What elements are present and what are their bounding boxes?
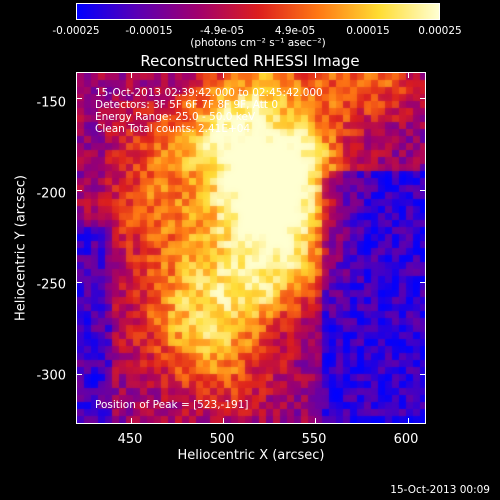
method-annotation: Clean Total counts: 2.41E+04 bbox=[95, 123, 251, 135]
detectors-annotation: Detectors: 3F 5F 6F 7F 8F 9F, Att 0 bbox=[95, 99, 279, 111]
x-tick-mark bbox=[131, 418, 133, 424]
plot-area: 15-Oct-2013 02:39:42.000 to 02:45:42.000… bbox=[76, 72, 426, 424]
colorbar-tick-label: -4.9e-05 bbox=[199, 25, 245, 37]
y-tick-mark bbox=[420, 282, 426, 284]
y-tick-mark bbox=[420, 189, 426, 191]
x-tick-label: 450 bbox=[117, 432, 143, 447]
x-tick-mark bbox=[407, 418, 409, 424]
x-tick-mark bbox=[223, 72, 225, 78]
y-tick-mark bbox=[76, 282, 82, 284]
energy-annotation: Energy Range: 25.0 - 50.0 keV bbox=[95, 111, 256, 123]
footer-date: 15-Oct-2013 00:09 bbox=[390, 484, 490, 496]
x-tick-label: 500 bbox=[209, 432, 235, 447]
y-axis-label: Heliocentric Y (arcsec) bbox=[13, 175, 29, 321]
x-tick-mark bbox=[131, 72, 133, 78]
peak-position-annotation: Position of Peak = [523,-191] bbox=[95, 399, 249, 411]
colorbar-tick-label: 0.00025 bbox=[418, 25, 462, 37]
colorbar-tick-label: -0.00025 bbox=[52, 25, 100, 37]
y-tick-mark bbox=[420, 374, 426, 376]
x-tick-label: 600 bbox=[393, 432, 419, 447]
y-tick-label: -200 bbox=[36, 186, 66, 202]
time-range-annotation: 15-Oct-2013 02:39:42.000 to 02:45:42.000 bbox=[95, 87, 323, 99]
y-tick-label: -150 bbox=[36, 95, 66, 111]
y-tick-mark bbox=[76, 374, 82, 376]
y-tick-mark bbox=[420, 97, 426, 99]
y-tick-mark bbox=[76, 97, 82, 99]
colorbar-units: (photons cm⁻² s⁻¹ asec⁻²) bbox=[190, 37, 326, 49]
heatmap-image bbox=[77, 73, 425, 423]
colorbar-tick-label: 0.00015 bbox=[346, 25, 390, 37]
y-tick-label: -300 bbox=[36, 368, 66, 384]
colorbar-tick-label: -0.00015 bbox=[125, 25, 173, 37]
colorbar-tick-label: 4.9e-05 bbox=[274, 25, 316, 37]
x-tick-mark bbox=[407, 72, 409, 78]
x-tick-mark bbox=[315, 418, 317, 424]
x-tick-label: 550 bbox=[301, 432, 327, 447]
y-tick-label: -250 bbox=[36, 277, 66, 293]
x-tick-mark bbox=[223, 418, 225, 424]
colorbar bbox=[76, 3, 440, 20]
y-tick-mark bbox=[76, 189, 82, 191]
x-tick-mark bbox=[315, 72, 317, 78]
plot-title: Reconstructed RHESSI Image bbox=[140, 52, 360, 70]
x-axis-label: Heliocentric X (arcsec) bbox=[177, 448, 325, 463]
